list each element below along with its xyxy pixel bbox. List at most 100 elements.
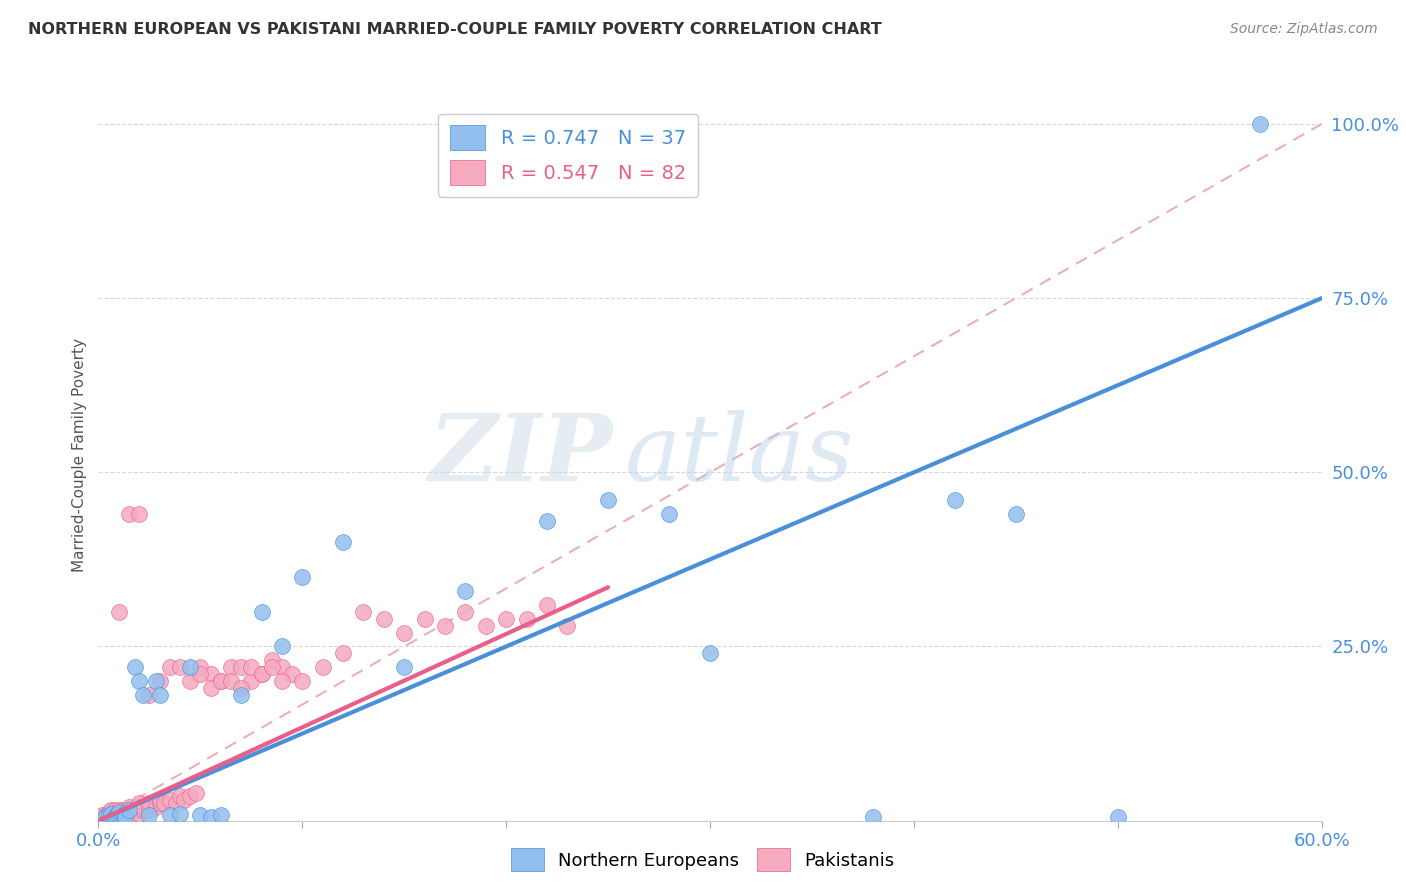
Point	[159, 793, 181, 807]
Point	[111, 808, 134, 822]
Point	[188, 660, 212, 674]
Point	[128, 796, 150, 810]
Point	[108, 605, 131, 619]
Point	[128, 674, 150, 689]
Point	[373, 612, 395, 626]
Point	[250, 605, 273, 619]
Point	[179, 660, 201, 674]
Text: NORTHERN EUROPEAN VS PAKISTANI MARRIED-COUPLE FAMILY POVERTY CORRELATION CHART: NORTHERN EUROPEAN VS PAKISTANI MARRIED-C…	[28, 22, 882, 37]
Point	[179, 789, 201, 804]
Point	[149, 793, 172, 807]
Point	[270, 640, 294, 654]
Point	[149, 674, 172, 689]
Point	[91, 808, 114, 822]
Point	[219, 674, 242, 689]
Point	[104, 810, 127, 824]
Point	[100, 803, 122, 817]
Text: Source: ZipAtlas.com: Source: ZipAtlas.com	[1230, 22, 1378, 37]
Point	[862, 810, 884, 824]
Point	[145, 799, 167, 814]
Point	[105, 806, 128, 821]
Point	[209, 674, 232, 689]
Point	[1249, 117, 1271, 131]
Point	[179, 674, 201, 689]
Point	[93, 810, 115, 824]
Point	[122, 806, 145, 821]
Point	[108, 803, 131, 817]
Point	[169, 806, 191, 821]
Point	[536, 514, 558, 528]
Point	[105, 808, 128, 822]
Point	[97, 810, 120, 824]
Point	[104, 803, 127, 817]
Point	[332, 535, 354, 549]
Point	[209, 808, 232, 822]
Point	[598, 493, 620, 508]
Point	[128, 806, 150, 821]
Point	[270, 674, 294, 689]
Point	[114, 810, 136, 824]
Point	[495, 612, 517, 626]
Point	[145, 674, 167, 689]
Point	[260, 653, 283, 667]
Point	[555, 618, 579, 632]
Point	[118, 808, 141, 822]
Point	[454, 583, 477, 598]
Text: ZIP: ZIP	[427, 410, 612, 500]
Point	[188, 667, 212, 681]
Point	[115, 803, 138, 817]
Point	[231, 681, 253, 696]
Point	[120, 803, 142, 817]
Point	[474, 618, 498, 632]
Point	[1107, 810, 1129, 824]
Point	[124, 660, 146, 674]
Point	[200, 810, 222, 824]
Point	[413, 612, 436, 626]
Point	[138, 808, 160, 822]
Point	[281, 667, 304, 681]
Point	[89, 810, 111, 824]
Point	[169, 660, 191, 674]
Point	[149, 688, 172, 702]
Legend: Northern Europeans, Pakistanis: Northern Europeans, Pakistanis	[505, 841, 901, 879]
Point	[165, 796, 187, 810]
Text: atlas: atlas	[624, 410, 853, 500]
Point	[434, 618, 457, 632]
Point	[943, 493, 966, 508]
Point	[250, 667, 273, 681]
Point	[132, 688, 155, 702]
Point	[111, 803, 134, 817]
Point	[699, 647, 721, 661]
Point	[516, 612, 538, 626]
Point	[159, 660, 181, 674]
Point	[97, 808, 120, 822]
Point	[291, 674, 314, 689]
Point	[240, 660, 263, 674]
Point	[536, 598, 558, 612]
Point	[186, 786, 208, 800]
Point	[312, 660, 335, 674]
Point	[108, 805, 131, 820]
Point	[1004, 507, 1026, 521]
Point	[392, 660, 416, 674]
Point	[110, 806, 132, 821]
Point	[96, 808, 118, 822]
Point	[118, 507, 141, 521]
Point	[100, 808, 122, 822]
Point	[209, 674, 232, 689]
Point	[118, 799, 141, 814]
Point	[101, 810, 124, 824]
Point	[124, 803, 146, 817]
Point	[114, 806, 136, 821]
Point	[132, 803, 155, 817]
Point	[138, 803, 160, 817]
Point	[219, 660, 242, 674]
Point	[127, 799, 149, 814]
Point	[138, 688, 160, 702]
Point	[132, 799, 155, 814]
Point	[250, 667, 273, 681]
Point	[138, 796, 160, 810]
Point	[111, 808, 134, 822]
Point	[118, 803, 141, 817]
Point	[149, 796, 172, 810]
